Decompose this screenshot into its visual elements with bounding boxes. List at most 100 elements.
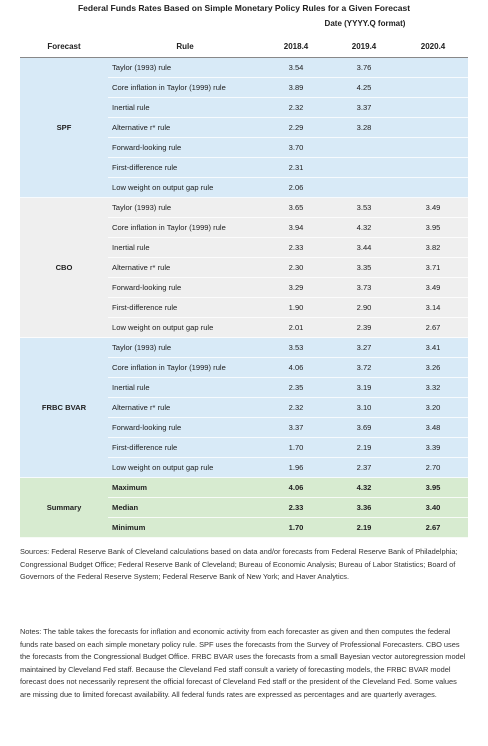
table-row: Alternative r* rule 2.29 3.28 bbox=[20, 117, 468, 138]
value-cell: 2.19 bbox=[330, 437, 398, 458]
table-row: Median 2.33 3.36 3.40 bbox=[20, 497, 468, 518]
rule-cell: First-difference rule bbox=[108, 157, 262, 178]
rule-cell: Alternative r* rule bbox=[108, 397, 262, 418]
value-cell: 2.29 bbox=[262, 117, 330, 138]
rule-cell: Low weight on output gap rule bbox=[108, 317, 262, 338]
value-cell: 1.70 bbox=[262, 437, 330, 458]
rule-cell: Maximum bbox=[108, 477, 262, 498]
value-cell: 3.65 bbox=[262, 197, 330, 218]
value-cell: 3.20 bbox=[398, 397, 468, 418]
value-cell bbox=[398, 57, 468, 78]
value-cell: 3.44 bbox=[330, 237, 398, 258]
value-cell: 3.76 bbox=[330, 57, 398, 78]
table-row: Forward-looking rule 3.70 bbox=[20, 137, 468, 158]
rule-cell: Minimum bbox=[108, 517, 262, 538]
value-cell bbox=[398, 137, 468, 158]
value-cell: 3.89 bbox=[262, 77, 330, 98]
value-cell: 1.96 bbox=[262, 457, 330, 478]
table-row: Inertial rule 2.32 3.37 bbox=[20, 97, 468, 118]
value-cell: 1.70 bbox=[262, 517, 330, 538]
rule-cell: Forward-looking rule bbox=[108, 137, 262, 158]
rule-cell: Forward-looking rule bbox=[108, 277, 262, 298]
table-row: Low weight on output gap rule 1.96 2.37 2.7… bbox=[20, 457, 468, 478]
value-cell: 2.39 bbox=[330, 317, 398, 338]
table-row: Alternative r* rule 2.32 3.10 3.20 bbox=[20, 397, 468, 418]
rule-cell: Core inflation in Taylor (1999) rule bbox=[108, 357, 262, 378]
value-cell bbox=[398, 117, 468, 138]
value-cell bbox=[330, 177, 398, 198]
sources: Sources: Federal Reserve Bank of Clevela… bbox=[20, 547, 458, 582]
value-cell: 3.94 bbox=[262, 217, 330, 238]
table-row: First-difference rule 1.90 2.90 3.14 bbox=[20, 297, 468, 318]
value-cell bbox=[398, 177, 468, 198]
rule-cell: Low weight on output gap rule bbox=[108, 177, 262, 198]
value-cell: 3.70 bbox=[262, 137, 330, 158]
rule-cell: Forward-looking rule bbox=[108, 417, 262, 438]
value-cell: 3.37 bbox=[262, 417, 330, 438]
value-cell: 3.53 bbox=[262, 337, 330, 358]
forecast-cell: Summary bbox=[20, 477, 108, 538]
value-cell: 2.90 bbox=[330, 297, 398, 318]
forecast-cell: FRBC BVAR bbox=[20, 337, 108, 478]
value-cell: 2.70 bbox=[398, 457, 468, 478]
table-row: SPF Taylor (1993) rule 3.54 3.76 bbox=[20, 57, 468, 198]
value-cell bbox=[330, 137, 398, 158]
rule-cell: Alternative r* rule bbox=[108, 257, 262, 278]
column-header: Forecast bbox=[20, 35, 108, 58]
value-cell bbox=[398, 77, 468, 98]
value-cell: 2.06 bbox=[262, 177, 330, 198]
value-cell: 3.10 bbox=[330, 397, 398, 418]
table-row: Forward-looking rule 3.37 3.69 3.48 bbox=[20, 417, 468, 438]
value-cell: 4.06 bbox=[262, 477, 330, 498]
value-cell: 2.31 bbox=[262, 157, 330, 178]
rule-cell: Taylor (1993) rule bbox=[108, 337, 262, 358]
value-cell: 4.32 bbox=[330, 477, 398, 498]
value-cell: 3.41 bbox=[398, 337, 468, 358]
rule-cell: Inertial rule bbox=[108, 97, 262, 118]
date-header: Date (YYYY.Q format) bbox=[324, 19, 406, 28]
value-cell: 3.14 bbox=[398, 297, 468, 318]
rule-cell: Median bbox=[108, 497, 262, 518]
table-row: First-difference rule 1.70 2.19 3.39 bbox=[20, 437, 468, 458]
table-body: SPF Taylor (1993) rule 3.54 3.76 Core inflat… bbox=[20, 57, 468, 538]
value-cell bbox=[398, 157, 468, 178]
rule-cell: Inertial rule bbox=[108, 377, 262, 398]
header-row: Forecast Rule 2018.4 2019.4 2020.4 bbox=[20, 35, 468, 58]
table-row: Forward-looking rule 3.29 3.73 3.49 bbox=[20, 277, 468, 298]
value-cell: 2.35 bbox=[262, 377, 330, 398]
table-row: Minimum 1.70 2.19 2.67 bbox=[20, 517, 468, 538]
table-row: Core inflation in Taylor (1999) rule 3.89… bbox=[20, 77, 468, 98]
value-cell: 1.90 bbox=[262, 297, 330, 318]
table-row: Summary Maximum 4.06 4.32 3.95 bbox=[20, 477, 468, 538]
rule-cell: First-difference rule bbox=[108, 437, 262, 458]
table-row: First-difference rule 2.31 bbox=[20, 157, 468, 178]
table-row: Core inflation in Taylor (1999) rule 3.94… bbox=[20, 217, 468, 238]
value-cell: 3.19 bbox=[330, 377, 398, 398]
column-header: 2019.4 bbox=[330, 35, 398, 58]
value-cell: 2.32 bbox=[262, 97, 330, 118]
forecast-cell: SPF bbox=[20, 57, 108, 198]
value-cell: 3.69 bbox=[330, 417, 398, 438]
column-header: Rule bbox=[108, 35, 262, 58]
rule-cell: Inertial rule bbox=[108, 237, 262, 258]
value-cell: 3.82 bbox=[398, 237, 468, 258]
table-row: Core inflation in Taylor (1999) rule 4.06… bbox=[20, 357, 468, 378]
value-cell: 3.35 bbox=[330, 257, 398, 278]
value-cell: 4.25 bbox=[330, 77, 398, 98]
value-cell: 4.32 bbox=[330, 217, 398, 238]
value-cell: 3.49 bbox=[398, 277, 468, 298]
value-cell bbox=[398, 97, 468, 118]
table-row: CBO Taylor (1993) rule 3.65 3.53 3.49 bbox=[20, 197, 468, 338]
value-cell: 3.28 bbox=[330, 117, 398, 138]
value-cell: 3.72 bbox=[330, 357, 398, 378]
value-cell: 3.53 bbox=[330, 197, 398, 218]
value-cell: 2.67 bbox=[398, 317, 468, 338]
value-cell: 2.19 bbox=[330, 517, 398, 538]
value-cell: 3.29 bbox=[262, 277, 330, 298]
table-row: Inertial rule 2.33 3.44 3.82 bbox=[20, 237, 468, 258]
column-header: 2020.4 bbox=[398, 35, 468, 58]
value-cell: 3.73 bbox=[330, 277, 398, 298]
value-cell: 3.37 bbox=[330, 97, 398, 118]
table-title: Federal Funds Rates Based on Simple Mone… bbox=[77, 3, 411, 13]
